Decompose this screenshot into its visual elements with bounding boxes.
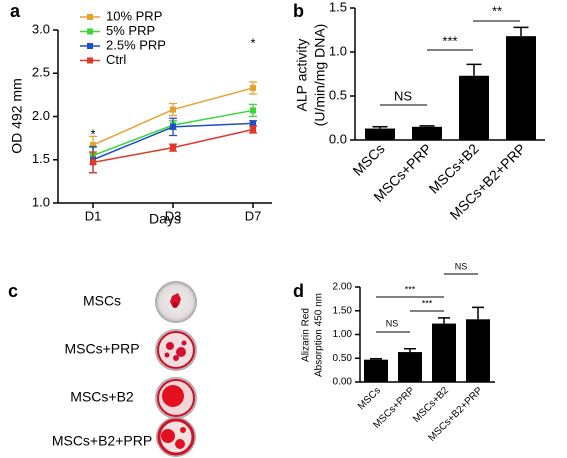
y-tick-label: 1.0 xyxy=(32,194,50,209)
x-axis-label: Days xyxy=(149,211,181,227)
bar xyxy=(459,75,489,140)
legend-label: 5% PRP xyxy=(106,23,155,38)
point xyxy=(250,126,256,133)
y-tick-label: 2.0 xyxy=(32,108,50,123)
y-tick-label: 1.5 xyxy=(329,0,347,14)
error-bar xyxy=(370,357,382,360)
x-tick-label: MSCs xyxy=(349,140,387,178)
panel-label: b xyxy=(293,1,304,21)
point xyxy=(170,144,176,151)
y-tick-label: 2.5 xyxy=(32,65,50,80)
error-bar xyxy=(404,348,416,353)
row-label: MSCs+B2 xyxy=(70,389,134,405)
legend-marker xyxy=(87,28,93,35)
bar xyxy=(466,319,490,382)
annotation: NS xyxy=(455,261,468,271)
legend-marker xyxy=(87,57,93,64)
annotation: ** xyxy=(492,3,502,18)
y-tick-label: 1.50 xyxy=(333,305,353,316)
bar xyxy=(432,323,456,382)
panel-label: c xyxy=(8,281,18,301)
annotation: * xyxy=(250,35,255,50)
bar xyxy=(364,359,388,382)
error-bar xyxy=(372,126,388,129)
x-tick-label: D3 xyxy=(165,208,182,223)
annotation: NS xyxy=(386,318,399,328)
well-image xyxy=(155,377,197,419)
error-bar xyxy=(466,63,482,76)
annotation: * xyxy=(90,126,95,141)
y-tick-label: 1.5 xyxy=(32,151,50,166)
y-axis-label: Alizarin Red xyxy=(301,308,312,362)
point xyxy=(90,159,96,166)
y-tick-label: 0.50 xyxy=(333,353,353,364)
bar xyxy=(365,128,395,140)
legend-marker xyxy=(87,14,93,20)
y-axis-label: (U/min/mg DNA) xyxy=(312,24,328,127)
y-tick-label: 1.00 xyxy=(333,329,353,340)
row-label: MSCs+PRP xyxy=(64,341,139,357)
annotation: NS xyxy=(394,88,412,103)
well-image xyxy=(155,329,197,371)
y-tick-label: 0.0 xyxy=(329,131,347,146)
annotation: *** xyxy=(422,298,433,308)
error-bar xyxy=(513,26,529,37)
row-label: MSCs xyxy=(83,293,121,309)
legend-label: Ctrl xyxy=(106,52,126,67)
y-axis-label: ALP activity xyxy=(294,39,310,112)
x-tick-label: D1 xyxy=(85,208,102,223)
y-tick-label: 0.00 xyxy=(333,377,353,388)
legend-label: 2.5% PRP xyxy=(106,37,166,52)
point xyxy=(90,142,96,149)
series-line xyxy=(92,87,254,146)
well-image xyxy=(155,281,197,323)
y-axis-label: Absorption 450 nm xyxy=(314,293,325,377)
annotation: *** xyxy=(442,33,457,48)
y-tick-label: 0.5 xyxy=(329,87,347,102)
error-bar xyxy=(438,317,450,324)
annotation: *** xyxy=(405,284,416,294)
point xyxy=(170,123,176,130)
point xyxy=(250,107,256,114)
legend-marker xyxy=(87,43,93,49)
panel-label: d xyxy=(293,281,304,301)
bar xyxy=(398,352,422,382)
error-bar xyxy=(419,125,435,127)
point xyxy=(250,120,256,127)
y-tick-label: 3.0 xyxy=(32,21,50,36)
point xyxy=(170,106,176,113)
row-label: MSCs+B2+PRP xyxy=(52,433,152,449)
x-tick-label: D7 xyxy=(245,208,262,223)
x-tick-label: MSCs xyxy=(356,385,383,412)
panel-label: a xyxy=(10,1,21,21)
legend-label: 10% PRP xyxy=(106,8,162,23)
y-tick-label: 2.00 xyxy=(333,282,353,293)
bar xyxy=(412,126,442,140)
error-bar xyxy=(472,306,484,320)
well-image xyxy=(156,417,196,457)
bar xyxy=(506,36,536,140)
y-axis-label: OD 492 mm xyxy=(9,78,25,153)
y-tick-label: 1.0 xyxy=(329,43,347,58)
point xyxy=(250,84,256,91)
